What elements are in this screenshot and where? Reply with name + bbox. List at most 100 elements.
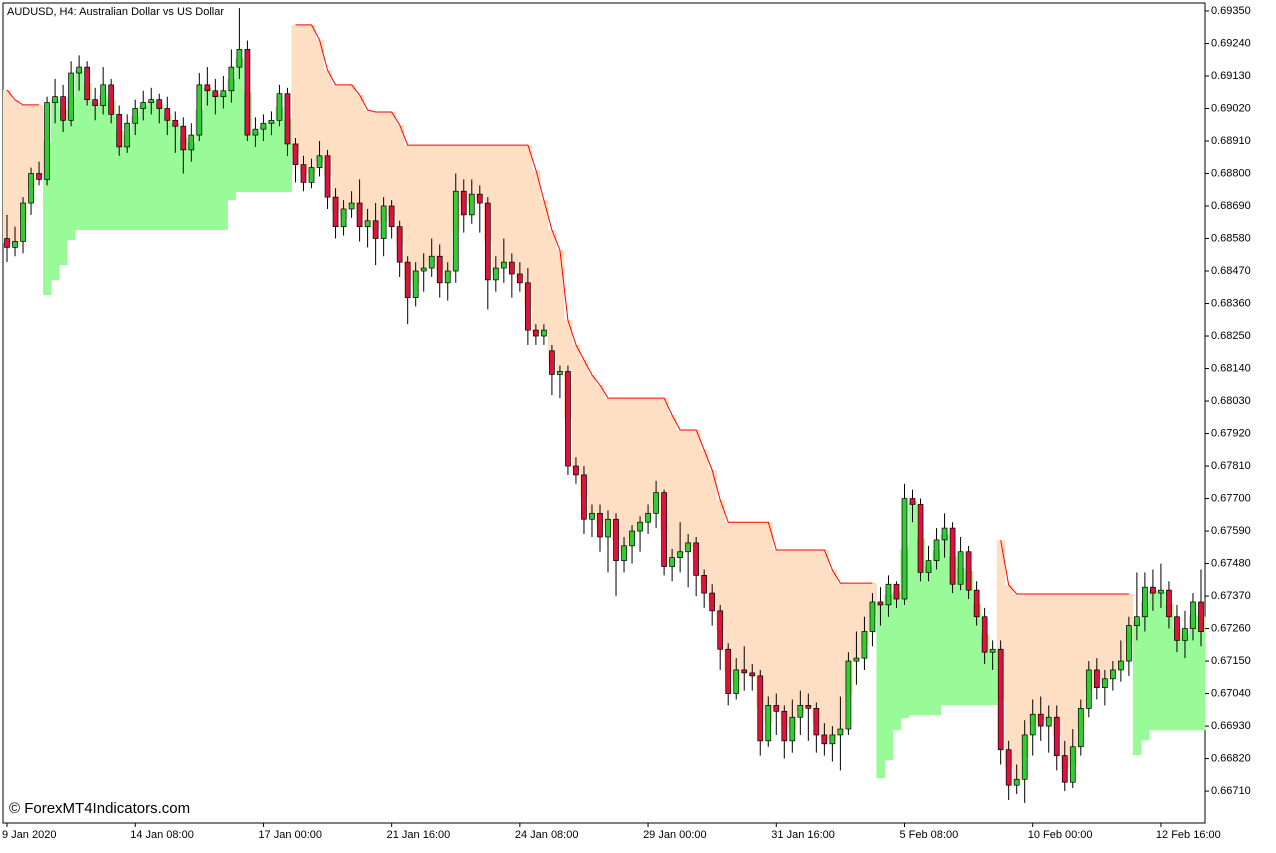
candle-body (1053, 716, 1060, 756)
support-fill (876, 603, 885, 779)
resistance-fill (692, 429, 701, 560)
candle-body (1126, 625, 1132, 662)
resistance-fill (539, 200, 549, 334)
candle-body (869, 601, 876, 632)
y-tick-label: 0.69240 (1211, 37, 1251, 49)
candle-body (685, 542, 691, 553)
candle-body (268, 119, 275, 124)
candle-body (284, 93, 291, 145)
candle-body (645, 512, 651, 523)
candle-body (677, 551, 683, 558)
support-fill (99, 95, 108, 230)
resistance-fill (339, 84, 349, 218)
x-tick-label: 17 Jan 00:00 (258, 829, 322, 841)
candle-body (781, 710, 788, 742)
resistance-fill (1012, 593, 1022, 783)
resistance-fill (331, 84, 341, 212)
candle-body (196, 84, 203, 136)
x-tick-label: 10 Feb 00:00 (1028, 829, 1093, 841)
support-fill (75, 70, 84, 230)
candle-body (1142, 586, 1148, 618)
y-tick-label: 0.69020 (1211, 102, 1251, 114)
candle-body (212, 90, 219, 98)
resistance-fill (19, 104, 28, 223)
support-fill (900, 548, 910, 719)
resistance-fill (475, 145, 485, 199)
candle-body (557, 371, 563, 375)
support-fill (251, 132, 260, 193)
candle-body (805, 705, 812, 709)
candle-body (348, 202, 355, 210)
resistance-fill (652, 398, 661, 503)
candle-body (124, 122, 131, 148)
candle-body (1182, 628, 1188, 641)
candle-body (1061, 755, 1068, 783)
resistance-fill (3, 89, 12, 243)
candle-body (188, 134, 195, 151)
support-fill (107, 99, 116, 230)
candle-body (1109, 669, 1116, 680)
support-fill (980, 634, 990, 706)
candle-body (981, 616, 988, 653)
support-fill (171, 123, 180, 230)
support-fill (131, 115, 140, 230)
y-tick-label: 0.69130 (1211, 70, 1251, 82)
resistance-fill (756, 522, 765, 709)
resistance-fill (676, 429, 685, 555)
candle-body (316, 155, 323, 168)
candle-body (621, 545, 627, 561)
candle-body (821, 734, 828, 745)
candle-body (597, 512, 603, 538)
candle-body (717, 610, 724, 650)
candle-body (156, 99, 163, 109)
resistance-fill (700, 450, 709, 585)
candle-body (1077, 707, 1084, 748)
candle-body (500, 261, 507, 269)
candle-body (541, 329, 547, 337)
candle-body (1013, 778, 1020, 786)
watermark: © ForexMT4Indicators.com (9, 800, 190, 817)
candle-body (565, 371, 571, 467)
support-fill (115, 130, 124, 230)
resistance-fill (668, 415, 677, 563)
resistance-fill (1036, 593, 1046, 721)
y-tick-label: 0.66930 (1211, 720, 1251, 732)
candle-body (1158, 589, 1164, 594)
candle-body (973, 589, 980, 618)
candle-body (428, 255, 435, 269)
support-fill (67, 96, 76, 240)
candle-body (1005, 749, 1012, 786)
support-fill (275, 107, 284, 193)
support-fill (1180, 634, 1190, 731)
resistance-fill (1020, 593, 1030, 758)
candle-body (749, 672, 756, 677)
candle-body (412, 270, 419, 298)
y-tick-label: 0.68030 (1211, 395, 1251, 407)
resistance-fill (764, 522, 773, 724)
resistance-fill (804, 549, 813, 707)
y-tick-label: 0.68580 (1211, 232, 1251, 244)
candle-body (1085, 669, 1092, 709)
candle-body (965, 551, 972, 591)
candle-body (116, 114, 123, 148)
x-tick-label: 29 Jan 00:00 (643, 829, 707, 841)
resistance-fill (812, 549, 821, 722)
support-fill (892, 591, 901, 731)
y-tick-label: 0.67700 (1211, 492, 1251, 504)
candle-body (132, 108, 139, 124)
candle-body (1069, 746, 1076, 783)
candle-body (172, 119, 179, 127)
candle-body (324, 155, 331, 198)
x-tick-label: 14 Jan 08:00 (130, 829, 194, 841)
candle-body (629, 530, 635, 547)
candle-body (380, 205, 387, 239)
candle-body (260, 122, 267, 130)
support-fill (1164, 603, 1174, 731)
candle-body (236, 49, 243, 68)
resistance-fill (836, 583, 845, 732)
resistance-fill (419, 145, 429, 270)
candle-body (444, 270, 451, 284)
candle-body (901, 498, 908, 600)
y-tick-label: 0.67040 (1211, 687, 1251, 699)
